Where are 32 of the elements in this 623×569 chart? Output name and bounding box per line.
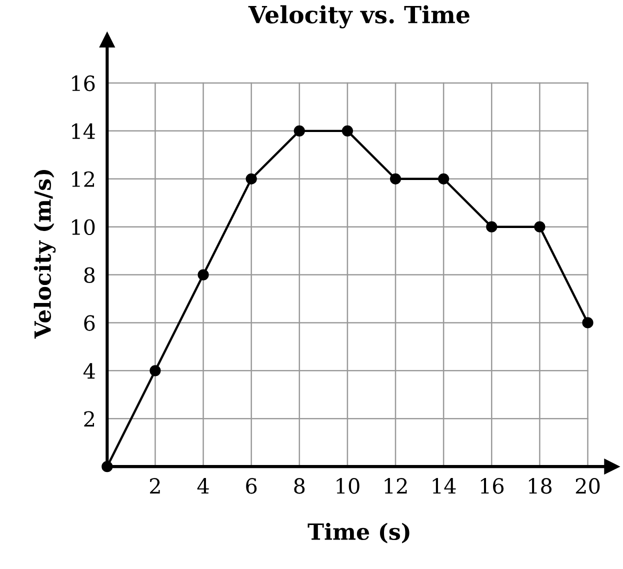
y-tick-label: 2	[84, 411, 94, 427]
point	[342, 125, 354, 136]
point	[294, 125, 305, 136]
y-tick-label: 12	[72, 171, 94, 187]
point	[486, 221, 498, 232]
point	[150, 365, 161, 376]
x-axis-title: Time (s)	[308, 522, 410, 544]
point	[534, 221, 546, 232]
x-tick-label: 6	[246, 478, 257, 494]
x-tick-label: 8	[294, 478, 305, 494]
x-tick-label: 10	[336, 478, 360, 494]
x-tick-label: 12	[384, 478, 407, 494]
y-tick-label: 16	[72, 75, 95, 92]
chart-title: Velocity vs. Time	[248, 5, 470, 28]
point	[246, 173, 257, 184]
point	[582, 317, 594, 328]
y-axis-title: Velocity (m/s)	[34, 170, 56, 339]
point	[390, 173, 402, 184]
point	[198, 269, 209, 280]
point	[102, 461, 113, 472]
x-tick-label: 16	[480, 478, 504, 494]
point	[438, 173, 450, 184]
x-tick-label: 20	[576, 478, 600, 494]
x-tick-label: 18	[528, 478, 552, 494]
y-tick-label: 14	[72, 123, 95, 139]
y-tick-label: 6	[84, 315, 95, 331]
x-tick-label: 2	[150, 478, 160, 494]
y-tick-label: 8	[84, 267, 95, 283]
y-tick-label: 4	[83, 363, 95, 379]
x-tick-label: 14	[432, 478, 456, 494]
x-tick-label: 4	[197, 478, 209, 494]
y-tick-label: 10	[72, 219, 95, 236]
